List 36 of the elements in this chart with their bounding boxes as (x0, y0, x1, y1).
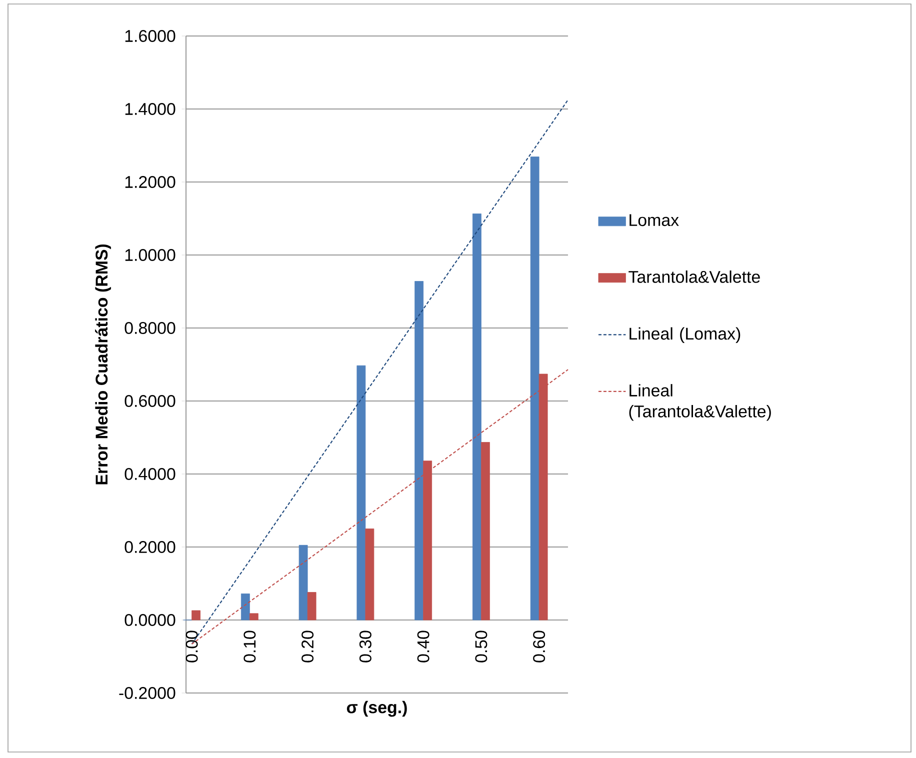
bar (423, 460, 432, 620)
legend-label: Lineal (Lomax) (630, 327, 740, 344)
y-tick-label: 0.2000 (124, 541, 176, 553)
x-axis-title: σ (seg.) (346, 700, 407, 717)
y-tick-label: 0.4000 (124, 468, 176, 480)
x-tick-label: 0.60 (533, 630, 546, 662)
bar (472, 214, 482, 620)
bar (249, 613, 258, 620)
y-tick-label: 1.0000 (125, 248, 176, 261)
bar (192, 610, 200, 620)
x-tick-label: 0.10 (244, 630, 256, 662)
bar (307, 592, 316, 620)
x-tick-label: 0.40 (417, 630, 430, 662)
y-tick-label: 1.4000 (125, 102, 176, 115)
bar (356, 365, 366, 620)
y-tick-label: 0.6000 (124, 395, 176, 407)
bar (298, 544, 308, 620)
bar (365, 528, 374, 620)
bar (538, 374, 548, 620)
y-axis-title: Error Medio Cuadrático (RMS) (95, 244, 111, 484)
y-tick-label: 0.8000 (124, 322, 176, 334)
x-tick-label: 0.50 (475, 630, 488, 662)
bar (530, 156, 540, 620)
x-tick-label: 0.20 (302, 630, 314, 662)
y-tick-label: 1.6000 (125, 30, 176, 42)
x-tick-label: 0.00 (186, 630, 198, 662)
legend-label: Lineal (Tarantola&Valette) (629, 384, 771, 421)
bar (414, 281, 424, 620)
y-tick-label: 0.0000 (124, 614, 176, 626)
y-tick-label: 1.2000 (125, 176, 176, 188)
legend-label: Lomax (630, 214, 679, 226)
bar (480, 442, 490, 620)
y-tick-label: -0.2000 (119, 687, 176, 699)
legend-label: Tarantola&Valette (628, 270, 760, 283)
bar (240, 594, 250, 620)
x-tick-label: 0.30 (359, 630, 372, 662)
